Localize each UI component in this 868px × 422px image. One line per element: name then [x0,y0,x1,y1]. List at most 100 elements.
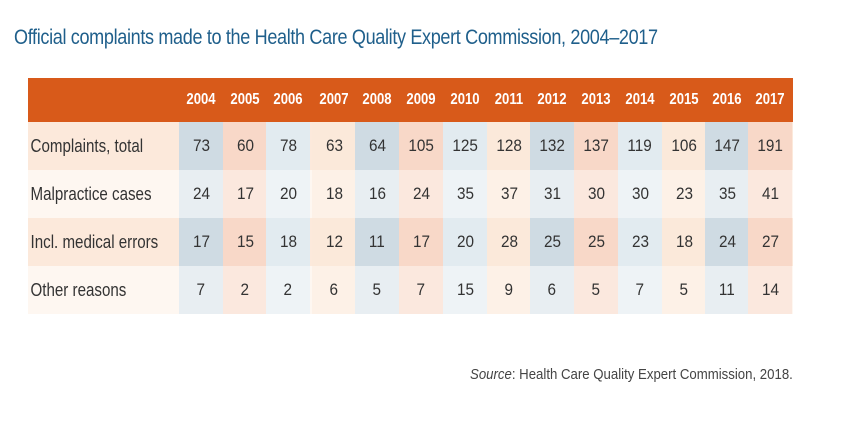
table-cell: 106 [662,122,706,170]
table-cell: 137 [574,122,618,170]
cell-value: 24 [412,184,430,203]
cell-value: 9 [504,280,514,299]
cell-value: 2 [240,280,250,299]
year-header-2006: 2006 [273,91,303,108]
table-cell: 11 [355,218,399,266]
table-cell: 35 [705,170,749,218]
source-label: Source [470,366,513,383]
cell-value: 23 [675,184,693,203]
cell-value: 14 [761,280,779,299]
table-cell: 6 [530,266,574,314]
table-cell: 27 [748,218,792,266]
cell-value: 18 [325,184,343,203]
row-label: Complaints, total [30,136,144,156]
cell-value: 11 [719,280,735,299]
table-cell: 15 [223,218,267,266]
table-cell: 5 [662,266,706,314]
cell-value: 105 [408,136,434,155]
year-header-2004: 2004 [186,91,216,108]
table-cell: 12 [312,218,356,266]
table-cell: 5 [574,266,618,314]
cell-value: 5 [679,280,689,299]
table-cell: 23 [662,170,706,218]
table-cell: 25 [530,218,574,266]
cell-value: 30 [631,184,649,203]
cell-value: 60 [236,136,254,155]
cell-value: 24 [718,232,736,251]
cell-value: 73 [192,136,210,155]
complaints-table: 2004 2005 2006 2007 2008 2009 2010 2011 2012 2013… [28,78,793,314]
year-header-2015: 2015 [669,91,699,108]
table-cell: 28 [487,218,531,266]
cell-value: 147 [714,136,740,155]
table-cell: 41 [748,170,792,218]
table-cell: 24 [179,170,223,218]
cell-value: 5 [591,280,601,299]
year-header-2013: 2013 [581,91,611,108]
cell-value: 63 [325,136,343,155]
cell-value: 17 [192,232,210,251]
table-cell: 64 [355,122,399,170]
cell-value: 128 [496,136,522,155]
table-cell: 63 [312,122,356,170]
table-cell: 17 [399,218,443,266]
cell-value: 28 [500,232,518,251]
table-cell: 15 [443,266,487,314]
year-header-2014: 2014 [625,91,655,108]
cell-value: 35 [456,184,474,203]
cell-value: 37 [500,184,518,203]
table-cell: 128 [487,122,531,170]
cell-value: 137 [583,136,609,155]
cell-value: 24 [192,184,210,203]
year-header-2017: 2017 [755,91,785,108]
cell-value: 7 [416,280,426,299]
year-header-2009: 2009 [406,91,436,108]
source-note: Source: Health Care Quality Expert Commi… [470,366,793,383]
table-cell: 37 [487,170,531,218]
cell-value: 18 [279,232,297,251]
cell-value: 132 [539,136,565,155]
year-header-2011: 2011 [494,91,524,108]
table-cell: 2 [223,266,267,314]
cell-value: 78 [279,136,297,155]
cell-value: 41 [761,184,779,203]
table-cell: 18 [662,218,706,266]
year-header-2007: 2007 [319,91,349,108]
row-label: Incl. medical errors [30,232,159,252]
table-cell: 7 [618,266,662,314]
cell-value: 119 [627,136,653,155]
table-cell: 18 [312,170,356,218]
table-cell: 191 [748,122,792,170]
table-cell: 147 [705,122,749,170]
cell-value: 31 [543,184,561,203]
table-cell: 16 [355,170,399,218]
cell-value: 35 [718,184,736,203]
cell-value: 25 [543,232,561,251]
table-cell: 7 [179,266,223,314]
cell-value: 6 [547,280,557,299]
table-cell: 11 [705,266,749,314]
table-cell: 73 [179,122,223,170]
year-header-2008: 2008 [362,91,392,108]
cell-value: 20 [456,232,474,251]
table-cell: 35 [443,170,487,218]
table-body: Complaints, total 73 60 78 63 64 105 125 128 132 1… [28,122,793,314]
table-cell: 17 [223,170,267,218]
table-cell: 60 [223,122,267,170]
table-cell: 5 [355,266,399,314]
table-cell: 7 [399,266,443,314]
year-header-2010: 2010 [450,91,480,108]
row-label: Other reasons [30,280,127,300]
year-header-2005: 2005 [230,91,260,108]
table-cell: 2 [266,266,310,314]
table-cell: 20 [266,170,310,218]
cell-value: 27 [761,232,779,251]
table-cell: 132 [530,122,574,170]
table-row: Incl. medical errors 17 15 18 12 11 17 20 28 25 25… [28,218,793,266]
table-cell: 119 [618,122,662,170]
cell-value: 17 [236,184,254,203]
table-cell: 30 [574,170,618,218]
cell-value: 64 [368,136,386,155]
table-cell: 20 [443,218,487,266]
cell-value: 16 [368,184,386,203]
